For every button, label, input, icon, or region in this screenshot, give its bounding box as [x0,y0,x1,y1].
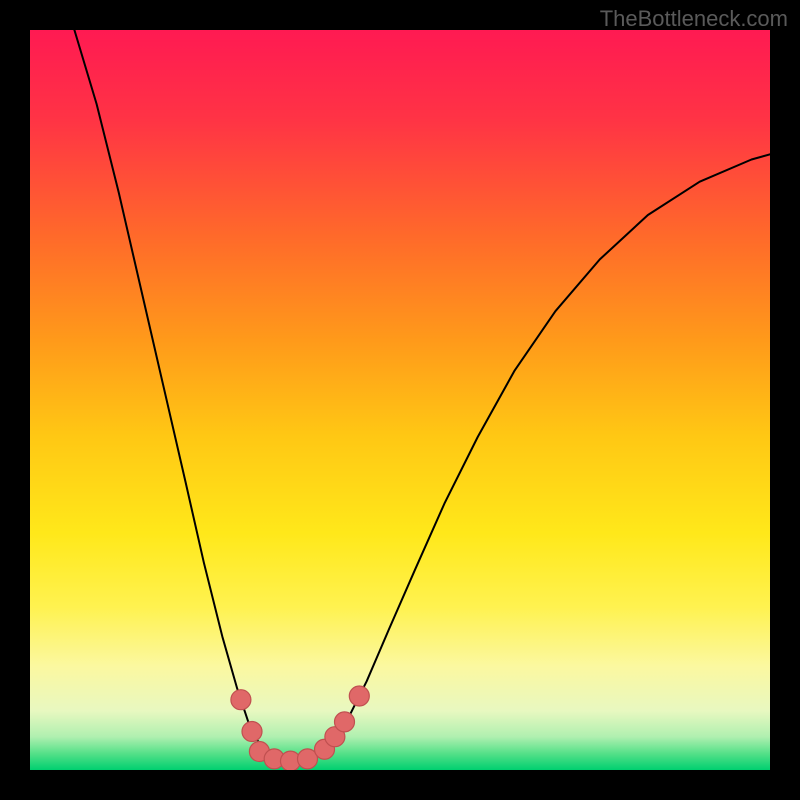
curve-marker [335,712,355,732]
curve-marker [231,690,251,710]
watermark-text: TheBottleneck.com [600,6,788,32]
curve-marker [349,686,369,706]
chart-container: TheBottleneck.com [0,0,800,800]
curve-marker [242,722,262,742]
bottleneck-chart-svg [0,0,800,800]
gradient-background [30,30,770,770]
